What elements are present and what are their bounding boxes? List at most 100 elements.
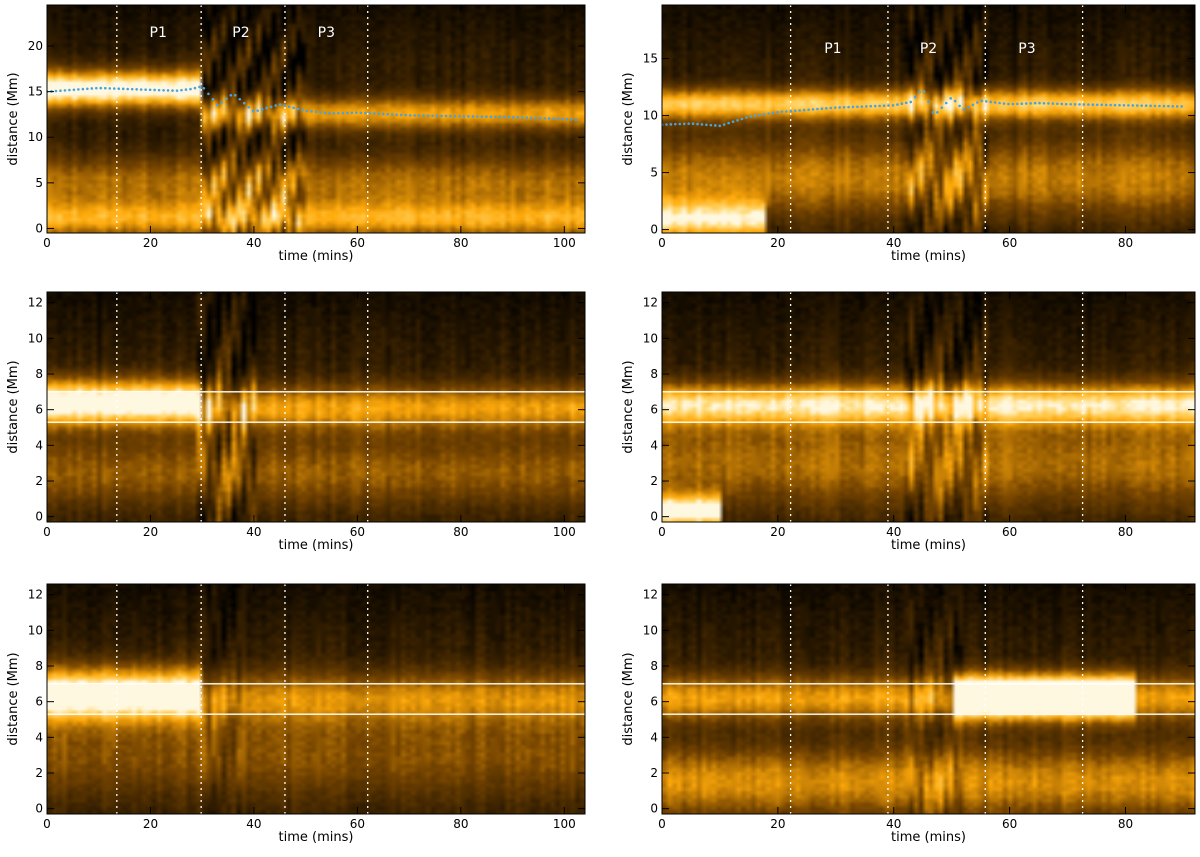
y-tick-label: 2 [35, 766, 43, 780]
track-point [283, 104, 286, 107]
track-point [234, 93, 237, 97]
track-point [989, 100, 992, 104]
track-point [408, 114, 412, 117]
track-point [162, 88, 165, 92]
track-point [422, 114, 425, 117]
x-tick-label: 60 [1002, 817, 1017, 831]
x-tick-label: 20 [770, 236, 785, 250]
track-point [1016, 102, 1019, 106]
track-point [148, 88, 152, 92]
y-tick-label: 5 [35, 176, 43, 190]
track-point [305, 109, 309, 113]
track-point [332, 112, 336, 115]
track-point [166, 89, 170, 92]
x-axis-label: time (mins) [891, 249, 966, 264]
track-point [144, 88, 147, 91]
track-point [301, 108, 304, 112]
heatmap-panel-1: P1 P2 P3 0 20 40 60 80 100 0 5 10 15 20 time (mins) dis… [6, 4, 586, 264]
track-point [175, 89, 179, 92]
track-point [467, 115, 470, 118]
track-point [319, 111, 322, 114]
track-point [103, 86, 107, 90]
track-point [368, 111, 372, 115]
track-point [189, 87, 192, 91]
y-tick-label: 6 [650, 403, 658, 417]
phase-label: P2 [920, 41, 937, 57]
track-point [678, 122, 682, 126]
track-point [296, 107, 300, 111]
track-point [829, 106, 833, 110]
track-point [364, 111, 367, 115]
track-point [665, 123, 668, 126]
track-point [896, 103, 899, 106]
y-tick-label: 8 [35, 659, 43, 673]
plot-frame [661, 4, 1196, 234]
track-point [865, 105, 868, 108]
track-point [860, 105, 864, 108]
track-point [669, 123, 673, 126]
track-point [900, 102, 904, 106]
track-point [202, 86, 206, 90]
track-point [1175, 105, 1179, 108]
track-point [825, 107, 828, 110]
y-tick-label: 4 [650, 438, 658, 452]
track-point [395, 113, 399, 116]
y-tick-label: 12 [643, 296, 658, 310]
y-tick-label: 15 [643, 52, 658, 66]
track-point [171, 89, 174, 92]
track-point [802, 108, 806, 112]
x-tick-label: 40 [246, 236, 261, 250]
track-point [310, 110, 313, 113]
y-tick-label: 6 [35, 403, 43, 417]
track-point [520, 116, 524, 119]
track-point [260, 108, 264, 111]
track-point [949, 97, 953, 100]
track-point [225, 97, 228, 101]
track-point [1122, 103, 1126, 107]
track-point [1109, 103, 1112, 107]
track-point [700, 123, 704, 126]
heatmap-image [662, 292, 1195, 522]
track-point [220, 100, 224, 104]
track-point [740, 117, 744, 121]
track-point [674, 122, 677, 126]
track-point [251, 109, 255, 113]
phase-label: P1 [824, 41, 841, 57]
track-point [953, 99, 957, 103]
track-point [1007, 102, 1010, 106]
x-tick-label: 60 [350, 525, 365, 539]
track-point [337, 111, 340, 115]
track-point [256, 109, 260, 112]
plot-frame [661, 291, 1196, 523]
x-tick-label: 0 [658, 236, 666, 250]
y-axis-label: distance (Mm) [6, 360, 21, 453]
track-point [359, 111, 363, 115]
track-point [913, 95, 917, 99]
phase-label: P3 [318, 25, 335, 41]
x-axis-label: time (mins) [279, 249, 354, 264]
track-point [238, 97, 242, 101]
track-point [556, 117, 560, 121]
y-tick-label: 0 [35, 221, 43, 235]
track-point [229, 94, 233, 97]
track-points [662, 90, 1183, 128]
track-point [462, 115, 466, 118]
track-point [1038, 101, 1041, 105]
track-point [265, 106, 268, 110]
track-point [117, 87, 121, 90]
track-point [516, 116, 520, 119]
track-point [355, 111, 358, 114]
track-point [390, 113, 394, 116]
track-point [543, 117, 546, 120]
track-point [507, 115, 511, 119]
track-point [489, 115, 493, 119]
track-point [962, 108, 966, 111]
heatmap-image [47, 584, 585, 814]
y-tick-label: 12 [28, 588, 43, 602]
track-point [1002, 102, 1006, 105]
y-tick-label: 10 [643, 623, 658, 637]
track-point [399, 113, 403, 117]
track-point [1051, 102, 1055, 105]
track-point [471, 115, 475, 118]
track-point [126, 87, 129, 91]
